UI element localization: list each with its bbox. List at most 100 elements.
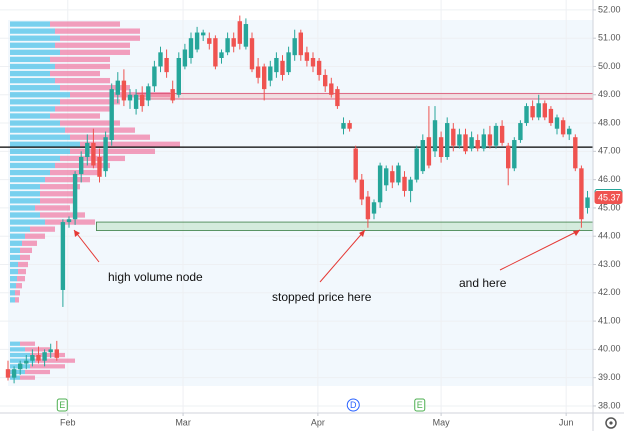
candle-body [341,123,346,129]
candle-body [560,120,566,135]
candle-body [237,21,242,44]
volume-down [55,63,110,70]
candle-body [268,66,273,81]
arrow [73,229,100,263]
y-tick-label: 48.00 [598,117,621,127]
volume-up [10,120,60,126]
volume-down [30,364,65,369]
zone [96,221,594,231]
candle-body [36,355,41,361]
x-tick-label: Jun [559,417,574,427]
candle-body [139,94,145,107]
arrow [319,229,366,283]
candle-body [402,176,407,191]
candle-body [329,83,334,95]
event-label: D [350,400,357,410]
volume-up [10,155,60,162]
annotation: high volume node [108,270,203,284]
volume-down [18,268,26,275]
candle-body [323,74,328,87]
volume-down [18,261,28,268]
volume-up [10,70,50,77]
annotation: and here [459,276,507,290]
candle-body [371,202,377,214]
volume-down [17,275,25,282]
candle-body [353,148,358,180]
volume-up [10,21,50,27]
candle-body [316,60,322,75]
candle-body [530,106,535,118]
event-label: E [417,400,423,410]
y-tick-label: 47.00 [598,146,621,156]
volume-down [50,113,100,119]
volume-down [60,85,130,91]
candle-body [438,137,444,158]
gear[interactable] [605,417,617,429]
y-tick-label: 40.00 [598,344,621,354]
y-tick-label: 41.00 [598,315,621,325]
volume-down [70,92,170,98]
volume-down [15,297,19,303]
y-tick-label: 52.00 [598,4,621,14]
candle-body [255,66,261,78]
volume-down [55,77,110,84]
candle-body [579,168,584,220]
candle-body [182,49,188,67]
candle-body [524,106,529,124]
y-tick-label: 49.00 [598,89,621,99]
y-tick-label: 42.00 [598,287,621,297]
candle-body [115,80,120,95]
volume-up [10,106,55,112]
volume-up [10,148,70,154]
volume-up [10,49,60,55]
gear-center[interactable] [609,421,613,425]
candle-body [274,57,279,73]
x-tick-label: Apr [311,417,325,427]
volume-down [55,42,130,48]
candle-body [292,38,297,56]
volume-up [10,254,20,261]
candle-body [390,171,395,183]
volume-down [80,141,180,147]
volume-down [40,212,85,218]
candle-body [42,352,47,361]
volume-up [10,134,70,140]
volume-up [10,290,15,296]
candle-body [103,137,108,172]
candle-body [554,117,560,129]
y-tick-label: 44.00 [598,231,621,241]
settings-icon[interactable] [605,417,617,429]
volume-down [60,35,140,41]
volume-up [10,127,65,133]
candle-body [219,52,224,58]
candle-body [384,168,389,186]
volume-up [10,99,60,105]
candle-body [304,52,310,61]
candle-body [249,38,255,70]
volume-up [10,113,50,119]
candle-body [30,355,35,361]
volume-up [10,205,35,211]
volume-up [10,176,45,183]
volume-up [10,162,55,169]
candle-body [512,140,517,169]
candle-body [286,52,291,73]
candle-body [97,157,102,177]
candle-body [359,179,365,200]
volume-up [10,283,16,289]
annotation: stopped price here [272,290,372,304]
volume-down [20,254,30,261]
x-tick-label: Mar [175,417,191,427]
candle-body [200,32,206,36]
volume-up [10,347,25,352]
volume-down [60,99,120,105]
candle-body [365,196,371,220]
candle-body [377,165,383,203]
x-tick-label: May [433,417,451,427]
candle-body [176,57,181,95]
candle-body [347,123,352,129]
candle-body [85,142,90,158]
candle-body [243,24,249,47]
volume-down [22,240,37,246]
volume-down [45,176,90,183]
